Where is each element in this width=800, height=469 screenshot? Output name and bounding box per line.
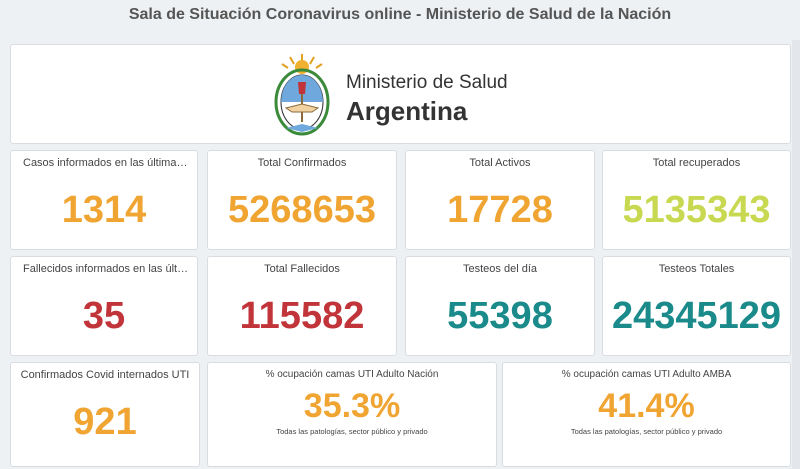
tile-value: 5135343 [622, 189, 771, 231]
tile-value: 1314 [61, 189, 147, 231]
tile-total-activos[interactable]: Total Activos 17728 [405, 150, 595, 250]
page-title: Sala de Situación Coronavirus online - M… [128, 6, 672, 23]
tile-value: 17728 [447, 189, 553, 231]
tile-value: 35.3% [303, 387, 401, 425]
tile-label: Total Activos [469, 157, 531, 169]
tile-label: Total Fallecidos [264, 263, 340, 275]
tile-internados-uti[interactable]: Confirmados Covid internados UTI 921 [10, 362, 200, 467]
tile-total-recuperados[interactable]: Total recuperados 5135343 [602, 150, 791, 250]
tile-label: Confirmados Covid internados UTI [20, 369, 190, 381]
tile-label: Total Confirmados [257, 157, 347, 169]
tile-testeos-dia[interactable]: Testeos del día 55398 [405, 256, 595, 356]
tile-label: Casos informados en las últimas 24 ... [23, 157, 197, 169]
tile-value: 921 [73, 401, 137, 443]
tile-casos-24h[interactable]: Casos informados en las últimas 24 ... 1… [10, 150, 198, 250]
tile-value: 41.4% [598, 387, 695, 425]
tile-testeos-totales[interactable]: Testeos Totales 24345129 [602, 256, 791, 356]
tile-label: Testeos del día [463, 263, 537, 275]
tile-fallecidos-24h[interactable]: Fallecidos informados en las últimas... … [10, 256, 198, 356]
tile-ocupacion-uti-amba[interactable]: % ocupación camas UTI Adulto AMBA 41.4% … [502, 362, 791, 467]
tile-label: Total recuperados [652, 157, 741, 169]
ministerio-logo: Ministerio de Salud Argentina [272, 52, 522, 138]
tile-label: % ocupación camas UTI Adulto Nación [265, 369, 439, 380]
tile-value: 35 [82, 295, 126, 337]
logo-line-ministerio: Ministerio de Salud [346, 72, 508, 93]
scrollbar[interactable] [792, 40, 800, 469]
tile-sublabel: Todas las patologías, sector público y p… [570, 427, 723, 436]
tile-total-confirmados[interactable]: Total Confirmados 5268653 [207, 150, 397, 250]
tile-value: 5268653 [228, 189, 376, 231]
logo-panel [10, 44, 791, 144]
logo-line-argentina: Argentina [346, 96, 468, 126]
tile-label: Testeos Totales [658, 263, 735, 275]
tile-sublabel: Todas las patologías, sector público y p… [276, 427, 428, 436]
tile-label: % ocupación camas UTI Adulto AMBA [561, 369, 732, 380]
escudo-nacional-icon [274, 54, 330, 136]
tile-value: 55398 [447, 295, 553, 337]
tile-value: 115582 [239, 295, 365, 337]
tile-value: 24345129 [611, 295, 782, 337]
tile-ocupacion-uti-nacion[interactable]: % ocupación camas UTI Adulto Nación 35.3… [207, 362, 497, 467]
tile-label: Fallecidos informados en las últimas... [23, 263, 197, 275]
tile-total-fallecidos[interactable]: Total Fallecidos 115582 [207, 256, 397, 356]
